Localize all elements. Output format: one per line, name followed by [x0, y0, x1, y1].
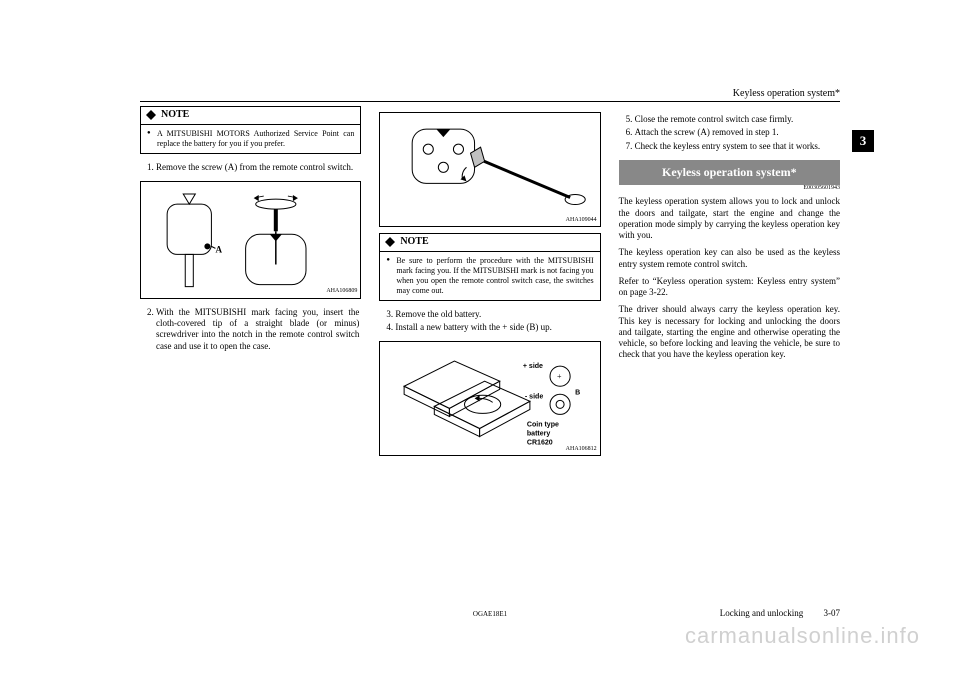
note-item: A MITSUBISHI MOTORS Authorized Service P… — [147, 129, 354, 149]
step-item: Check the keyless entry system to see th… — [635, 141, 838, 152]
header-rule — [140, 101, 840, 102]
svg-text:+: + — [557, 372, 562, 381]
diamond-icon — [145, 109, 157, 121]
column-1: NOTE A MITSUBISHI MOTORS Authorized Serv… — [140, 106, 361, 566]
step-item: Attach the screw (A) removed in step 1. — [635, 127, 838, 138]
svg-text:battery: battery — [527, 431, 551, 438]
note-box-1: NOTE A MITSUBISHI MOTORS Authorized Serv… — [140, 106, 361, 154]
svg-text:CR1620: CR1620 — [527, 440, 553, 447]
chapter-tab: 3 — [852, 130, 874, 152]
step-item: Remove the old battery. — [395, 309, 598, 320]
figure-2-label: AHA109044 — [566, 217, 597, 225]
step-item: Install a new battery with the + side (B… — [395, 322, 598, 333]
svg-text:B: B — [576, 389, 581, 396]
figure-2: AHA109044 — [379, 112, 600, 227]
column-2: AHA109044 NOTE Be sure to perform the pr… — [379, 106, 600, 566]
footer-right: Locking and unlocking 3-07 — [720, 608, 840, 618]
note-title: NOTE — [380, 234, 599, 252]
page-header: Keyless operation system* — [140, 88, 840, 99]
note-body: Be sure to perform the procedure with th… — [380, 252, 599, 300]
svg-text:- side: - side — [525, 393, 543, 400]
step-item: Close the remote control switch case fir… — [635, 114, 838, 125]
figure-3-svg: + + side - side B Coin type battery CR16… — [384, 346, 595, 455]
document-page: Keyless operation system* 3 NOTE A MITSU… — [140, 88, 840, 618]
note-title: NOTE — [141, 107, 360, 125]
page-footer: OGAE18E1 Locking and unlocking 3-07 — [140, 610, 840, 618]
note-box-2: NOTE Be sure to perform the procedure wi… — [379, 233, 600, 301]
paragraph: The keyless operation key can also be us… — [619, 247, 840, 270]
figure-3-label: AHA106812 — [566, 446, 597, 454]
paragraph: The driver should always carry the keyle… — [619, 304, 840, 360]
svg-text:+ side: + side — [523, 363, 543, 370]
figure-1-svg: A — [145, 186, 356, 297]
figure-3: + + side - side B Coin type battery CR16… — [379, 341, 600, 456]
figure-1-label: AHA106809 — [326, 288, 357, 296]
figure-1: A AHA106809 — [140, 181, 361, 299]
steps-list-4: Close the remote control switch case fir… — [621, 114, 838, 152]
paragraph: The keyless operation system allows you … — [619, 196, 840, 241]
steps-list-2: With the MITSUBISHI mark facing you, ins… — [142, 307, 359, 352]
note-body: A MITSUBISHI MOTORS Authorized Service P… — [141, 125, 360, 153]
svg-text:Coin type: Coin type — [527, 421, 559, 428]
section-heading: Keyless operation system* — [619, 160, 840, 185]
steps-list-1: Remove the screw (A) from the remote con… — [142, 162, 359, 173]
step-item: With the MITSUBISHI mark facing you, ins… — [156, 307, 359, 352]
diamond-icon — [384, 236, 396, 248]
watermark: carmanualsonline.info — [685, 623, 920, 649]
steps-list-3: Remove the old battery. Install a new ba… — [381, 309, 598, 334]
note-item: Be sure to perform the procedure with th… — [386, 256, 593, 296]
paragraph: Refer to “Keyless operation system: Keyl… — [619, 276, 840, 299]
footer-page: 3-07 — [824, 608, 841, 618]
note-title-text: NOTE — [161, 109, 189, 122]
section-code: E00305601943 — [619, 185, 840, 193]
svg-text:A: A — [215, 244, 222, 254]
step-item: Remove the screw (A) from the remote con… — [156, 162, 359, 173]
footer-section: Locking and unlocking — [720, 608, 803, 618]
column-3: Close the remote control switch case fir… — [619, 106, 840, 566]
content-columns: NOTE A MITSUBISHI MOTORS Authorized Serv… — [140, 106, 840, 566]
figure-2-svg — [384, 117, 595, 226]
note-title-text: NOTE — [400, 236, 428, 249]
